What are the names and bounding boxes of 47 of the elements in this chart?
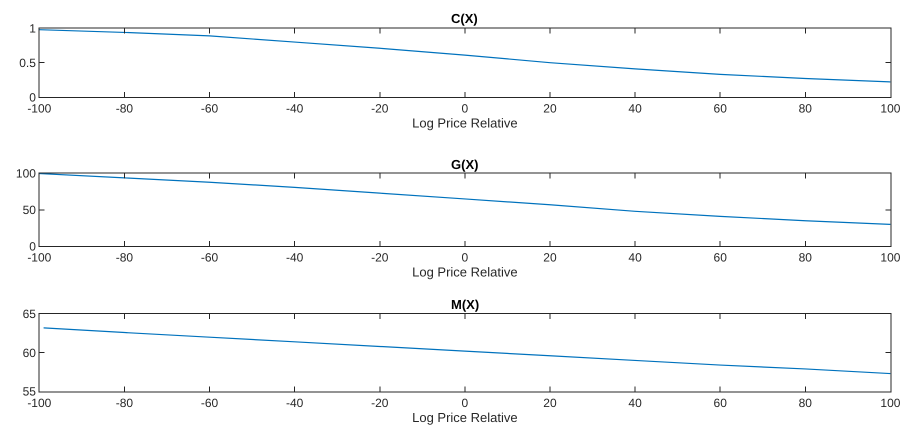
x-tick-label: -80	[116, 250, 134, 265]
x-tick-label: 40	[628, 101, 642, 116]
y-tick-label: 0	[29, 239, 36, 254]
x-tick-label: -80	[116, 396, 134, 410]
x-axis-title: Log Price Relative	[412, 264, 518, 280]
x-tick-label: 40	[628, 250, 642, 265]
x-tick-label: 40	[628, 396, 642, 410]
x-tick-label: 80	[798, 101, 812, 116]
y-tick-label: 60	[22, 346, 36, 360]
x-tick-label: -20	[371, 101, 389, 116]
x-tick-label: 80	[798, 396, 812, 410]
x-tick-label: -40	[286, 250, 304, 265]
x-tick-label: 20	[543, 396, 557, 410]
x-tick-label: -60	[200, 101, 219, 116]
x-tick-label: -100	[27, 250, 52, 265]
y-tick-label: 100	[16, 166, 36, 181]
line-series	[39, 29, 890, 83]
x-tick-label: 20	[543, 101, 557, 116]
x-tick-label: -60	[200, 396, 219, 410]
x-tick-label: -40	[286, 396, 304, 410]
line-series	[42, 327, 890, 374]
x-axis-title: Log Price Relative	[412, 410, 518, 425]
chart-title: G(X)	[451, 157, 478, 172]
y-tick-label: 0.5	[19, 56, 36, 70]
x-axis-title: Log Price Relative	[412, 115, 518, 130]
y-tick-label: 1	[29, 22, 36, 36]
y-tick-label: 65	[22, 307, 36, 322]
y-tick-label: 50	[22, 203, 36, 218]
x-tick-label: 100	[880, 250, 901, 265]
x-tick-label: -40	[286, 101, 304, 116]
x-tick-label: 100	[880, 396, 901, 410]
x-tick-label: 60	[714, 101, 728, 116]
x-tick-label: 0	[462, 101, 469, 116]
x-tick-label: 80	[798, 250, 812, 265]
line-series	[39, 174, 890, 225]
chart-title: M(X)	[451, 297, 480, 312]
x-tick-label: -20	[371, 396, 389, 410]
x-tick-label: 60	[714, 396, 728, 410]
x-tick-label: 60	[714, 250, 728, 265]
x-tick-label: 0	[462, 396, 469, 410]
chart-title: C(X)	[451, 11, 478, 26]
x-tick-label: -60	[200, 250, 219, 265]
x-tick-label: -20	[371, 250, 389, 265]
x-tick-label: 20	[543, 250, 557, 265]
x-tick-label: 0	[462, 250, 469, 265]
x-tick-label: -80	[116, 101, 134, 116]
x-tick-label: 100	[880, 101, 901, 116]
